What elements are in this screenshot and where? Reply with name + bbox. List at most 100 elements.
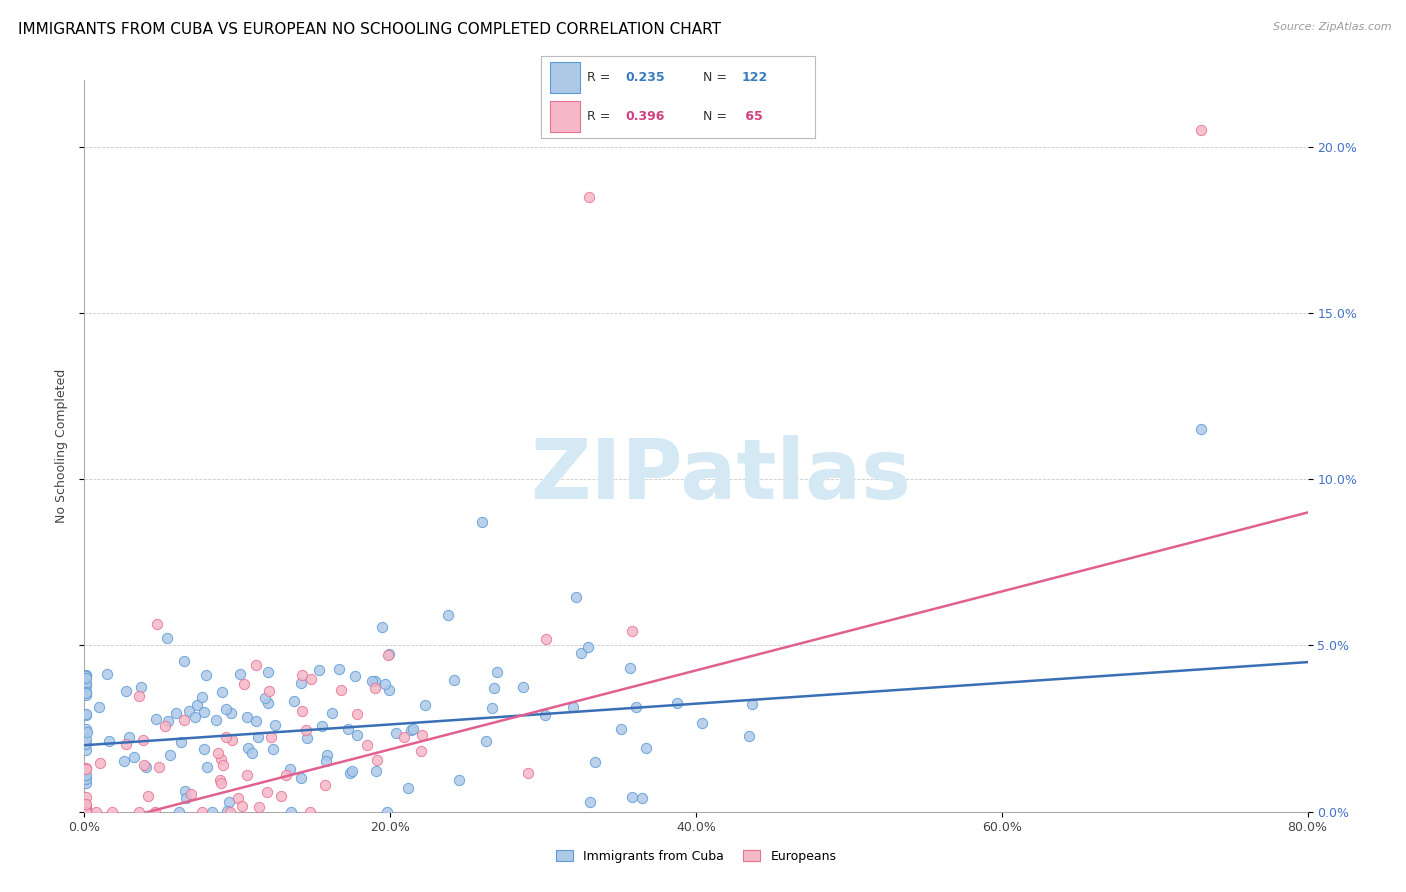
Point [259, 684, 281, 698]
Point [143, 805, 166, 819]
Point [75, 667, 97, 681]
Point [112, 754, 135, 768]
Point [190, 690, 212, 704]
Point [356, 738, 378, 752]
Point [474, 734, 496, 748]
Point [517, 766, 540, 780]
Point [619, 661, 641, 675]
Point [219, 706, 242, 721]
Point [186, 698, 208, 712]
Point [245, 714, 267, 728]
Point [226, 791, 249, 805]
Point [257, 696, 280, 710]
Point [411, 728, 433, 742]
Point [75, 708, 97, 723]
Point [207, 746, 229, 760]
Point [177, 704, 200, 718]
Point [75, 675, 97, 690]
Point [247, 800, 270, 814]
Point [236, 740, 259, 755]
Point [361, 673, 384, 688]
Point [315, 748, 337, 763]
Point [366, 752, 388, 766]
Point [378, 683, 401, 698]
Point [583, 755, 606, 769]
Point [247, 730, 270, 744]
Point [311, 718, 333, 732]
Point [75, 790, 97, 805]
Point [218, 795, 240, 809]
Point [315, 754, 337, 768]
Point [278, 762, 301, 776]
Point [534, 707, 557, 722]
Point [205, 714, 228, 728]
Point [128, 805, 150, 819]
Point [364, 764, 387, 779]
Point [75, 671, 97, 685]
Point [89, 756, 111, 770]
Point [75, 805, 97, 819]
Point [256, 665, 278, 679]
Point [375, 805, 398, 819]
Bar [550, 101, 579, 132]
Point [193, 705, 215, 719]
Point [228, 667, 250, 681]
Point [219, 805, 242, 819]
Point [340, 764, 363, 778]
Point [236, 768, 259, 782]
Point [145, 617, 167, 632]
Point [328, 662, 350, 676]
Point [87, 699, 110, 714]
Point [135, 760, 157, 774]
Point [245, 658, 267, 673]
Point [75, 801, 97, 815]
Text: IMMIGRANTS FROM CUBA VS EUROPEAN NO SCHOOLING COMPLETED CORRELATION CHART: IMMIGRANTS FROM CUBA VS EUROPEAN NO SCHO… [18, 22, 721, 37]
Point [344, 669, 367, 683]
Point [364, 674, 387, 689]
Point [290, 676, 312, 690]
Point [392, 730, 415, 744]
Point [221, 733, 243, 747]
Point [75, 686, 97, 700]
Point [364, 681, 387, 695]
Point [157, 714, 180, 728]
Point [621, 624, 644, 638]
Point [75, 768, 97, 782]
Point [75, 802, 97, 816]
Point [610, 722, 633, 736]
Point [75, 772, 97, 787]
Point [299, 672, 322, 686]
Point [191, 805, 214, 819]
Point [174, 790, 197, 805]
Point [76, 724, 98, 739]
Point [295, 723, 318, 738]
Point [263, 718, 285, 732]
Point [283, 694, 305, 708]
Point [75, 743, 97, 757]
Point [290, 771, 312, 785]
Point [75, 679, 97, 693]
Point [666, 696, 689, 710]
Point [136, 789, 159, 804]
Point [75, 731, 97, 746]
Bar [550, 62, 579, 93]
Point [167, 805, 190, 819]
Point [298, 805, 321, 819]
Point [262, 742, 284, 756]
Point [75, 805, 97, 819]
Text: ZIPatlas: ZIPatlas [530, 434, 911, 516]
Point [690, 716, 713, 731]
Point [578, 795, 600, 809]
Point [180, 788, 202, 802]
Point [562, 699, 585, 714]
Point [153, 718, 176, 732]
Point [385, 726, 408, 740]
Point [329, 682, 352, 697]
Point [174, 784, 197, 798]
Text: 0.396: 0.396 [624, 110, 664, 122]
Point [173, 713, 195, 727]
Point [1189, 422, 1212, 436]
Y-axis label: No Schooling Completed: No Schooling Completed [55, 369, 67, 523]
Point [235, 710, 257, 724]
Point [346, 707, 368, 722]
